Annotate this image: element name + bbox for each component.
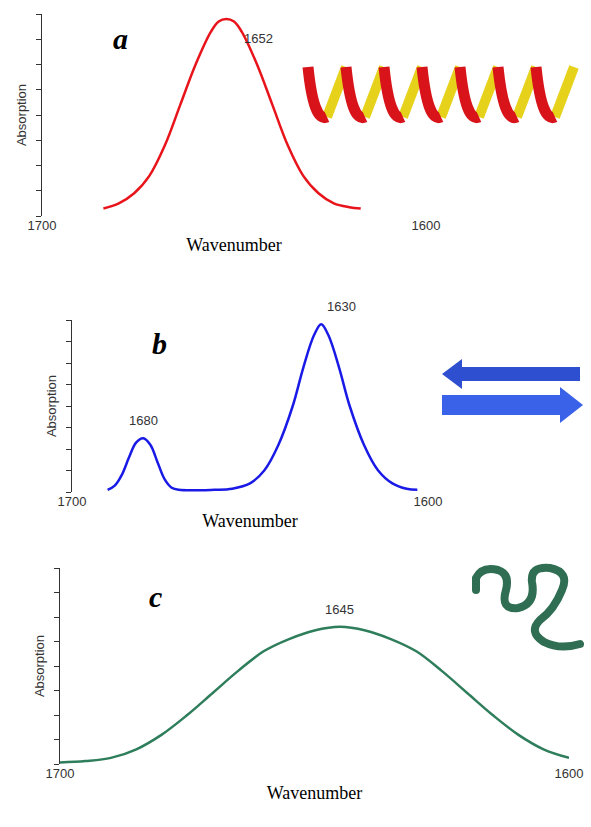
svg-text:1700: 1700	[28, 218, 57, 233]
svg-text:Wavenumber: Wavenumber	[267, 783, 363, 803]
svg-text:1600: 1600	[555, 766, 584, 781]
svg-text:1645: 1645	[325, 602, 354, 617]
svg-text:Absorption: Absorption	[44, 375, 59, 437]
svg-text:1600: 1600	[414, 494, 443, 509]
svg-text:1600: 1600	[412, 218, 441, 233]
svg-text:1680: 1680	[129, 413, 158, 428]
svg-text:c: c	[149, 580, 162, 613]
svg-text:Wavenumber: Wavenumber	[202, 511, 298, 531]
svg-text:Absorption: Absorption	[14, 84, 29, 146]
svg-text:1700: 1700	[58, 494, 87, 509]
svg-text:b: b	[152, 327, 167, 360]
svg-text:Absorption: Absorption	[32, 635, 47, 697]
svg-text:1700: 1700	[46, 766, 75, 781]
svg-text:a: a	[113, 22, 128, 55]
svg-text:1652: 1652	[244, 31, 273, 46]
svg-text:1630: 1630	[327, 299, 356, 314]
svg-text:Wavenumber: Wavenumber	[186, 235, 282, 255]
